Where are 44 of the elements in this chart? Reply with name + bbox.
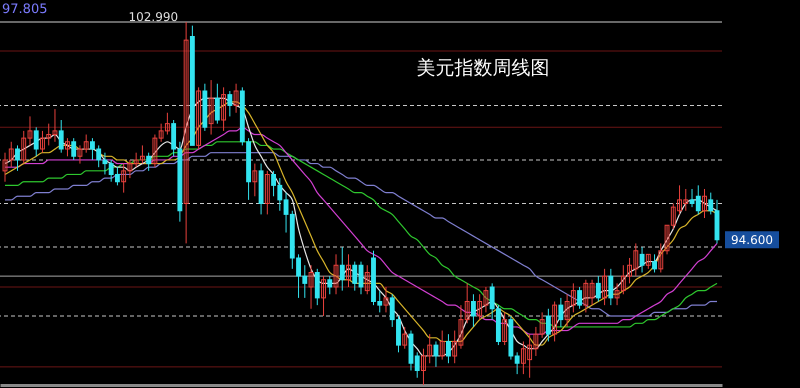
- candlestick: [702, 188, 707, 219]
- candlestick: [446, 334, 451, 364]
- candlestick: [602, 268, 608, 306]
- text: 97.805: [2, 2, 48, 17]
- candlestick: [364, 264, 370, 295]
- candlestick: [646, 254, 651, 270]
- candlestick: [640, 246, 644, 273]
- candlestick: [208, 80, 214, 136]
- text: 美元指数周线图: [416, 57, 550, 79]
- candlestick: [608, 268, 614, 306]
- candlestick: [552, 301, 558, 342]
- candlestick: [577, 286, 582, 310]
- candlestick: [71, 138, 76, 160]
- candlestick: [234, 83, 239, 114]
- text: 94.600: [731, 232, 773, 247]
- candlestick: [346, 254, 351, 288]
- candlestick: [558, 297, 564, 328]
- candlestick: [384, 286, 388, 313]
- candlestick: [264, 170, 270, 215]
- candlestick: [334, 254, 338, 295]
- candlestick: [252, 163, 258, 197]
- candlestick: [546, 308, 551, 342]
- candlestick: [470, 294, 476, 328]
- annotation: 102.990: [128, 10, 178, 24]
- candlestick: [652, 254, 657, 273]
- candlestick: [214, 83, 220, 124]
- candlestick: [596, 276, 601, 302]
- candlestick: [58, 120, 64, 154]
- candlestick: [327, 276, 332, 295]
- candlestick: [221, 86, 226, 132]
- candlestick: [440, 330, 445, 360]
- candlestick: [65, 138, 70, 157]
- candlestick: [502, 312, 508, 346]
- candlestick: [402, 326, 408, 350]
- candlestick: [227, 90, 232, 117]
- candlestick: [308, 264, 314, 310]
- candlestick: [196, 86, 202, 150]
- candlestick: [15, 144, 20, 172]
- candlestick: [434, 340, 438, 368]
- candlestick: [321, 276, 326, 317]
- candlestick: [34, 126, 39, 157]
- candlestick: [146, 152, 152, 172]
- candlestick: [184, 22, 189, 244]
- candlestick: [340, 246, 345, 292]
